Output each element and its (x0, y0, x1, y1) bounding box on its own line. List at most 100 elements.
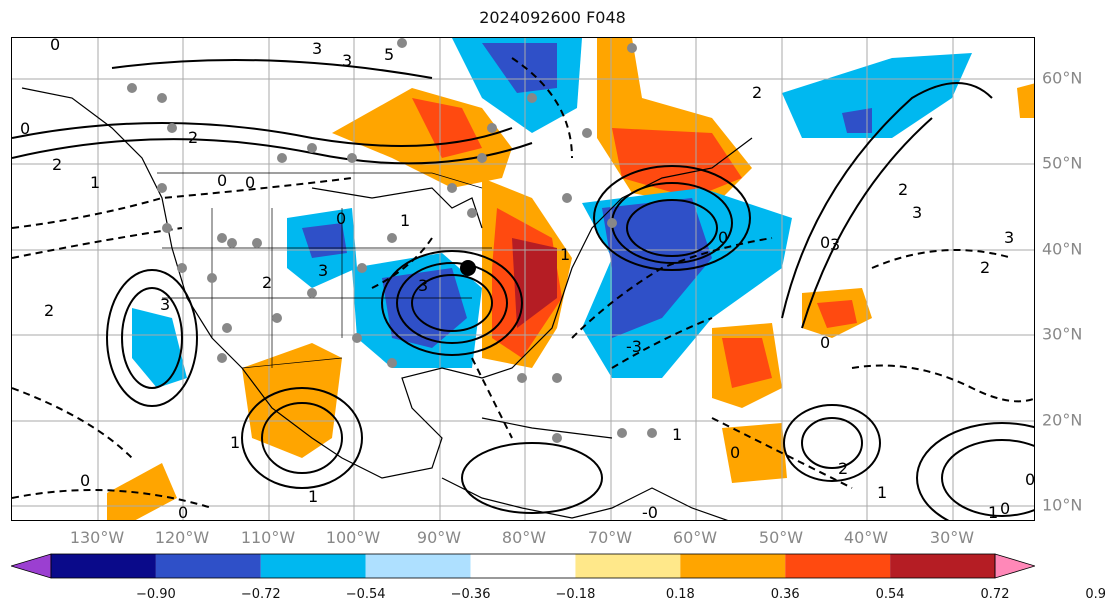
contour-label: 0 (80, 471, 90, 490)
fill-red-midatlantic (722, 338, 772, 388)
colorbar-segment (680, 554, 786, 578)
contour-label: 0 (718, 228, 728, 247)
contour-label: 3 (342, 51, 352, 70)
longitude-label: 110°W (240, 528, 296, 547)
contour-label: 3 (912, 203, 922, 222)
colorbar-segment (260, 554, 366, 578)
latitude-label: 10°N (1042, 495, 1083, 515)
contour-label: 1 (988, 503, 998, 521)
longitude-label: 90°W (416, 528, 462, 547)
longitude-label: 100°W (325, 528, 381, 547)
contour-label: 3 (830, 235, 840, 254)
colorbar-segment (785, 554, 891, 578)
dashed-contours (12, 57, 1034, 509)
colorbar-tick-label: −0.90 (135, 587, 176, 602)
longitude-label: 120°W (154, 528, 210, 547)
contour-label: 1 (877, 483, 887, 502)
longitude-label: 30°W (929, 528, 975, 547)
fill-blue-ne-atl (782, 53, 972, 138)
colorbar-segment (890, 554, 995, 578)
longitude-label: 80°W (501, 528, 547, 547)
colorbar-max-arrow (994, 553, 1035, 579)
colorbar-tick-label: −0.18 (555, 587, 596, 602)
fill-red-greatlakes (412, 98, 482, 158)
contour-label: 1 (90, 173, 100, 192)
contour-label: 2 (188, 128, 198, 147)
fill-darkblue-north (482, 43, 557, 93)
longitude-label: 60°W (672, 528, 718, 547)
location-marker (460, 260, 476, 276)
contour-label: 2 (898, 180, 908, 199)
contour-label: 0 (1025, 470, 1035, 489)
contour-label: 3 (418, 276, 428, 295)
solid-contours (12, 59, 1034, 520)
colorbar-tick-label: 0.90 (1085, 587, 1105, 602)
contour-label: 0 (820, 233, 830, 252)
colorbar-min-arrow (11, 553, 52, 579)
contour-label: 1 (560, 245, 570, 264)
contour-label: 2 (262, 273, 272, 292)
colorbar-tick-label: −0.72 (240, 587, 281, 602)
colorbar-frame (50, 553, 996, 579)
fill-darkblue-se (382, 268, 467, 348)
colorbar-tick-label: 0.36 (770, 587, 800, 602)
contour-label: 0 (20, 119, 30, 138)
contour-label: 1 (672, 425, 682, 444)
contour-label: 0 (50, 38, 60, 54)
map-panel: 0 5 3 2 1 0 0 2 3 0 1 3 2 3 2 0 1 2 0 0 1 1 0 -3 2 3 3 0 1 0 2 1 0 -0 0 1 0 3… (11, 37, 1035, 521)
colorbar-tick-label: −0.36 (450, 587, 491, 602)
borders (157, 172, 492, 369)
fill-blue-west (132, 308, 187, 388)
colorbar-segment (365, 554, 471, 578)
coastlines (21, 87, 753, 520)
fill-darkred-east (512, 238, 557, 328)
colorbar-tick-label: −0.54 (345, 587, 386, 602)
latitude-label: 40°N (1042, 239, 1083, 259)
contour-label: 2 (52, 155, 62, 174)
fill-darkblue-ne-atl (842, 108, 872, 133)
contour-label: 1 (308, 487, 318, 506)
colorbar-segment (155, 554, 261, 578)
station-dots (127, 38, 657, 443)
colorbar-tick-label: 0.72 (980, 587, 1010, 602)
contour-label: 3 (160, 295, 170, 314)
colorbar-tick-label: 0.18 (665, 587, 695, 602)
contour-label: -3 (626, 337, 642, 356)
contour-label: 0 (730, 443, 740, 462)
fill-orange-greatlakes (332, 88, 512, 188)
colorbar-segment (470, 554, 576, 578)
fill-orange-pacific (107, 463, 177, 520)
contour-label: 3 (312, 39, 322, 58)
fill-orange-mexico (242, 343, 342, 458)
contour-label: 0 (217, 171, 227, 190)
contour-label: 0 (245, 173, 255, 192)
fill-darkblue-central (302, 223, 347, 258)
longitude-label: 70°W (587, 528, 633, 547)
fill-red-east-atl (817, 300, 857, 328)
colorbar (11, 553, 1035, 579)
fill-orange-south (722, 423, 787, 483)
contour-label: 3 (1004, 228, 1014, 247)
longitude-label: 40°W (843, 528, 889, 547)
longitude-label: 130°W (69, 528, 125, 547)
fill-blue-far-east (1017, 83, 1034, 118)
contour-label: 0 (336, 209, 346, 228)
contour-label: 5 (384, 45, 394, 64)
contour-label: 2 (752, 83, 762, 102)
latitude-label: 50°N (1042, 153, 1083, 173)
contour-label: 0 (178, 503, 188, 521)
fill-red-ne (612, 128, 742, 198)
contour-label: 1 (400, 211, 410, 230)
contour-label: 0 (1000, 499, 1010, 518)
latitude-label: 60°N (1042, 68, 1083, 88)
graticule (12, 38, 1034, 520)
colorbar-segment (575, 554, 681, 578)
map-title: 2024092600 F048 (479, 8, 626, 27)
colorbar-segment (51, 554, 156, 578)
contour-label: 2 (44, 301, 54, 320)
contour-label: 0 (820, 333, 830, 352)
latitude-label: 30°N (1042, 324, 1083, 344)
latitude-label: 20°N (1042, 410, 1083, 430)
